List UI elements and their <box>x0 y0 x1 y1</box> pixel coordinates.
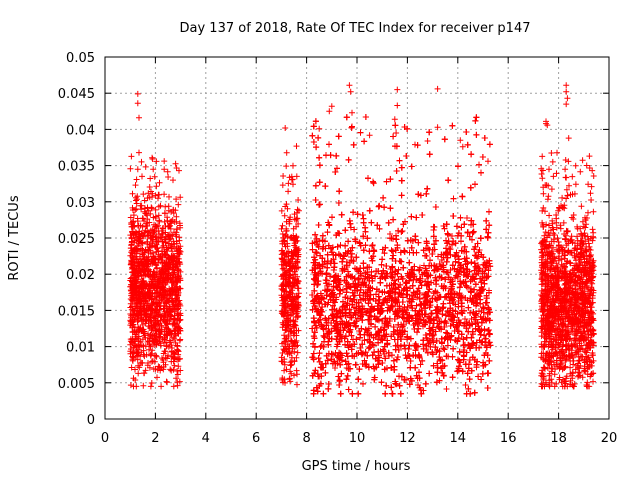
data-point <box>283 163 290 170</box>
data-point <box>285 180 292 187</box>
data-point <box>294 381 300 388</box>
data-point <box>156 179 163 186</box>
data-point <box>127 382 134 389</box>
data-point <box>164 379 171 386</box>
data-point <box>161 191 168 198</box>
data-point <box>134 222 141 229</box>
data-point <box>153 183 160 190</box>
data-point <box>279 222 286 229</box>
data-point <box>170 366 177 373</box>
data-point <box>293 173 300 180</box>
data-point <box>135 370 142 377</box>
data-point <box>285 188 292 195</box>
data-point <box>294 371 300 378</box>
data-point <box>151 173 158 180</box>
data-point <box>174 368 181 374</box>
data-point <box>281 212 288 219</box>
data-point <box>164 214 171 221</box>
data-point <box>158 383 165 390</box>
data-point <box>132 194 139 201</box>
data-point <box>170 383 177 390</box>
data-point <box>171 336 178 342</box>
data-point <box>165 174 172 180</box>
data-point <box>152 206 159 213</box>
data-point <box>166 193 172 200</box>
data-point <box>140 191 147 198</box>
data-point <box>171 362 178 369</box>
data-point <box>130 212 137 219</box>
data-point <box>294 349 301 356</box>
data-point <box>153 352 160 359</box>
data-point <box>149 347 156 354</box>
data-point <box>146 219 153 226</box>
data-point <box>133 176 140 183</box>
data-point <box>162 361 169 368</box>
data-point <box>141 370 148 377</box>
data-point <box>279 182 286 189</box>
chart-title: Day 137 of 2018, Rate Of TEC Index for r… <box>180 21 531 36</box>
data-point <box>132 182 139 189</box>
data-point <box>149 154 156 161</box>
data-point <box>294 206 301 213</box>
data-point <box>148 380 155 386</box>
data-point <box>128 153 135 160</box>
data-points <box>127 82 597 397</box>
data-point <box>127 214 134 221</box>
data-point <box>147 175 154 182</box>
data-point <box>287 362 294 369</box>
data-point <box>142 163 149 170</box>
data-point <box>165 203 172 210</box>
data-point <box>280 173 287 179</box>
data-point <box>139 173 145 180</box>
data-point <box>161 158 168 165</box>
data-point <box>173 196 180 203</box>
data-point <box>154 374 160 381</box>
data-point <box>175 201 182 208</box>
data-point <box>171 315 178 322</box>
data-point <box>138 359 145 366</box>
data-point <box>128 364 135 371</box>
data-point <box>140 382 147 389</box>
data-point <box>172 160 179 167</box>
data-point <box>138 158 145 165</box>
data-point <box>175 363 182 370</box>
data-point <box>155 203 162 210</box>
data-point <box>290 162 296 169</box>
data-point <box>137 202 144 209</box>
data-point <box>163 378 170 385</box>
data-point <box>134 356 141 363</box>
data-point <box>130 375 137 382</box>
data-point <box>174 226 181 233</box>
data-point <box>175 267 182 274</box>
data-point <box>283 149 290 156</box>
data-point <box>133 196 140 203</box>
data-point <box>146 184 153 190</box>
data-point <box>127 165 134 172</box>
data-point <box>134 166 141 173</box>
data-point <box>278 207 285 214</box>
data-point <box>147 383 154 390</box>
data-point <box>155 191 162 198</box>
